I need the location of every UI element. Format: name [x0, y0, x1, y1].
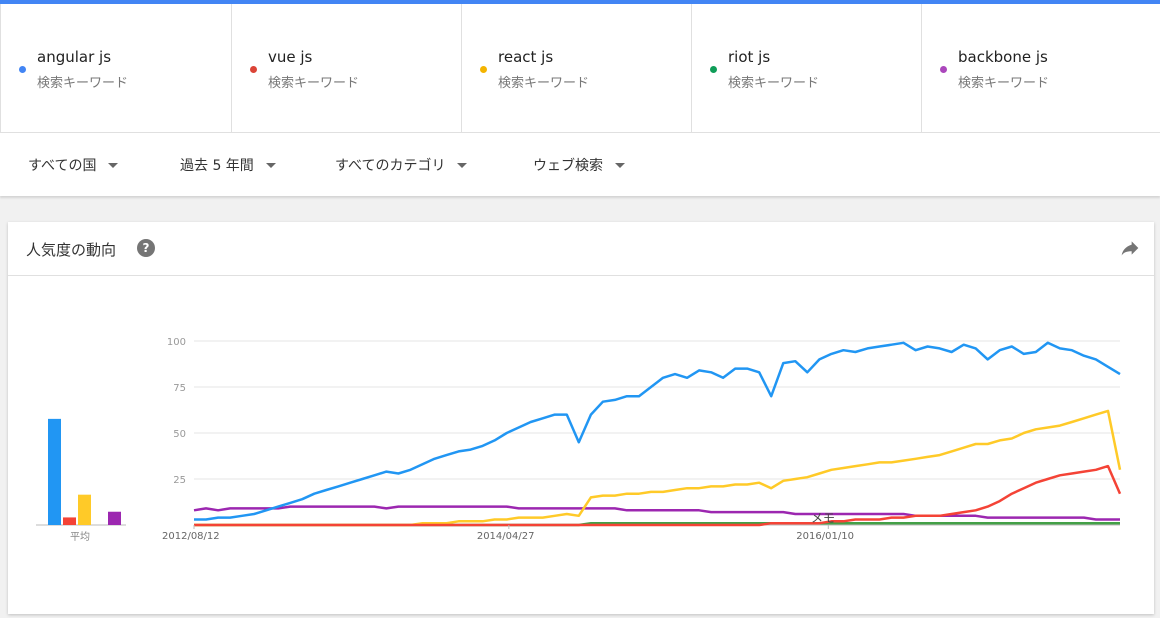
series-line [193, 505, 1120, 521]
search-terms-bar: angular js 検索キーワード vue js 検索キーワード react … [0, 4, 1160, 132]
region-dropdown[interactable]: すべての国 [28, 155, 119, 175]
y-tick-label: 50 [173, 429, 186, 440]
period-dropdown[interactable]: 過去 5 年間 [180, 155, 276, 175]
search-type-label: ウェブ検索 [533, 158, 603, 174]
x-tick-label: 2016/01/10 [796, 531, 854, 542]
average-bar [48, 418, 61, 525]
card-title: 人気度の動向 [26, 241, 117, 259]
category-label: すべてのカテゴリ [335, 158, 446, 174]
term-name: backbone js [958, 48, 1048, 66]
term-type: 検索キーワード [268, 76, 360, 91]
term-card-react[interactable]: react js 検索キーワード [462, 4, 692, 132]
term-type: 検索キーワード [958, 76, 1050, 91]
y-tick-label: 75 [173, 383, 186, 394]
average-bar [63, 517, 76, 525]
term-type: 検索キーワード [37, 76, 129, 91]
y-tick-label: 100 [167, 337, 186, 348]
annotation-label[interactable]: メモ [811, 511, 835, 525]
y-tick-label: 25 [173, 475, 186, 486]
x-tick-label: 2012/08/12 [162, 531, 220, 542]
term-card-backbone[interactable]: backbone js 検索キーワード [922, 4, 1152, 132]
search-type-dropdown[interactable]: ウェブ検索 [533, 155, 625, 175]
trend-chart: 25 50 75 100 2012/08/12 2014/04/27 2016/01/10… [36, 337, 1122, 543]
share-icon[interactable] [1120, 238, 1140, 258]
term-color-dot [940, 66, 947, 73]
term-name: angular js [37, 48, 112, 66]
term-color-dot [710, 66, 717, 73]
chart-grid: 25 50 75 100 [167, 337, 1120, 526]
term-type: 検索キーワード [498, 76, 590, 91]
period-label: 過去 5 年間 [180, 158, 254, 174]
term-card-vue[interactable]: vue js 検索キーワード [232, 4, 462, 132]
term-type: 検索キーワード [728, 76, 820, 91]
term-name: react js [498, 48, 554, 66]
chevron-down-icon [457, 162, 468, 168]
filter-bar: すべての国 過去 5 年間 すべてのカテゴリ ウェブ検索 [0, 132, 1160, 196]
x-tick-label: 2014/04/27 [477, 531, 535, 542]
average-bar [108, 511, 121, 525]
chevron-down-icon [615, 162, 625, 168]
term-card-angular[interactable]: angular js 検索キーワード [0, 4, 232, 132]
card-header: 人気度の動向 ? [8, 222, 1154, 276]
average-bar [78, 494, 91, 525]
term-name: riot js [728, 48, 771, 66]
term-color-dot [19, 66, 26, 73]
term-card-riot[interactable]: riot js 検索キーワード [692, 4, 922, 132]
term-color-dot [480, 66, 487, 73]
region-label: すべての国 [28, 158, 97, 174]
average-label: 平均 [70, 531, 90, 543]
series-line [194, 341, 1121, 521]
chevron-down-icon [265, 162, 276, 168]
chart-series [193, 341, 1122, 527]
help-icon[interactable]: ? [137, 239, 155, 257]
chevron-down-icon [108, 162, 119, 168]
term-color-dot [250, 66, 257, 73]
interest-over-time-card: 人気度の動向 ? 25 50 75 100 2012/08/12 2014/04/27 2… [8, 222, 1154, 614]
term-name: vue js [268, 48, 313, 66]
series-line [194, 464, 1122, 527]
top-accent-bar [0, 0, 1160, 4]
category-dropdown[interactable]: すべてのカテゴリ [335, 155, 468, 175]
x-axis-ticks: 2012/08/12 2014/04/27 2016/01/10 [162, 525, 854, 542]
average-bar-chart [36, 418, 126, 526]
